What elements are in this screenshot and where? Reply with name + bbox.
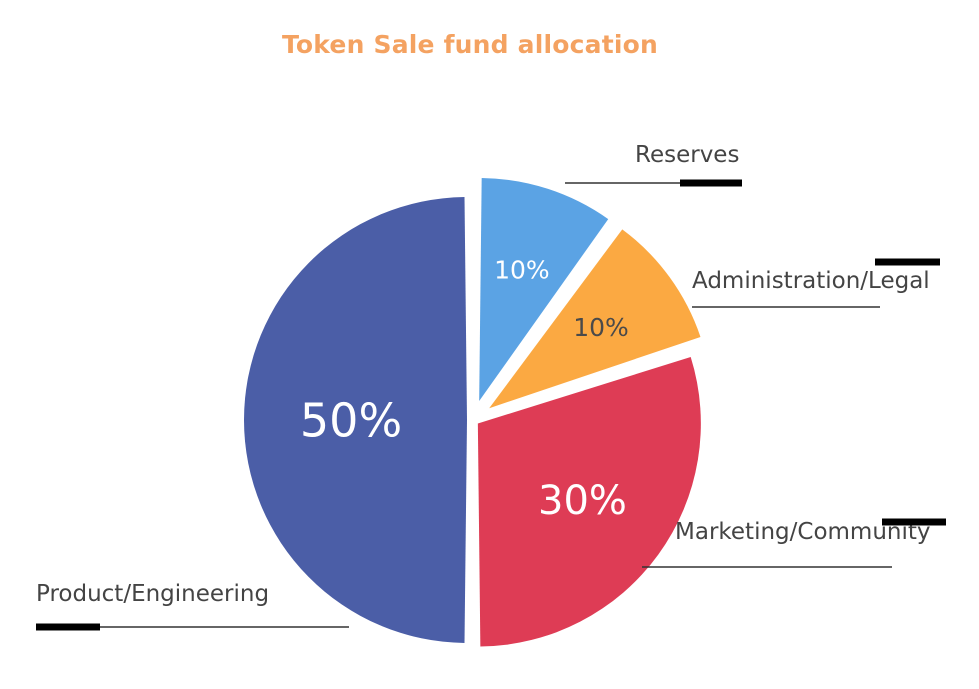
pie-slice-product-engineering — [243, 197, 467, 643]
pie-slice-reserves — [479, 177, 609, 401]
slice-value-label-reserves: 10% — [494, 255, 550, 284]
slice-name-label-reserves: Reserves — [635, 142, 739, 168]
pie-slice-administration-legal — [489, 229, 701, 409]
slice-value-label-administration-legal: 10% — [573, 313, 629, 342]
slice-name-label-product-engineering: Product/Engineering — [36, 581, 269, 607]
chart-title: Token Sale fund allocation — [281, 30, 659, 59]
slice-value-label-product-engineering: 50% — [300, 394, 402, 448]
slice-value-label-marketing-community: 30% — [538, 478, 627, 524]
slice-name-label-administration-legal: Administration/Legal — [692, 268, 930, 294]
pie-slice-marketing-community — [477, 356, 701, 647]
